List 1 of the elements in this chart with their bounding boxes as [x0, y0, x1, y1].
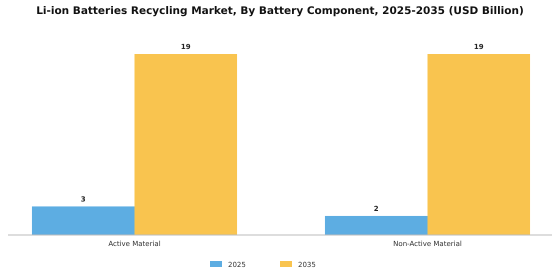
chart-title: Li-ion Batteries Recycling Market, By Battery Component, 2025-2035 (USD Billion) [36, 5, 524, 17]
